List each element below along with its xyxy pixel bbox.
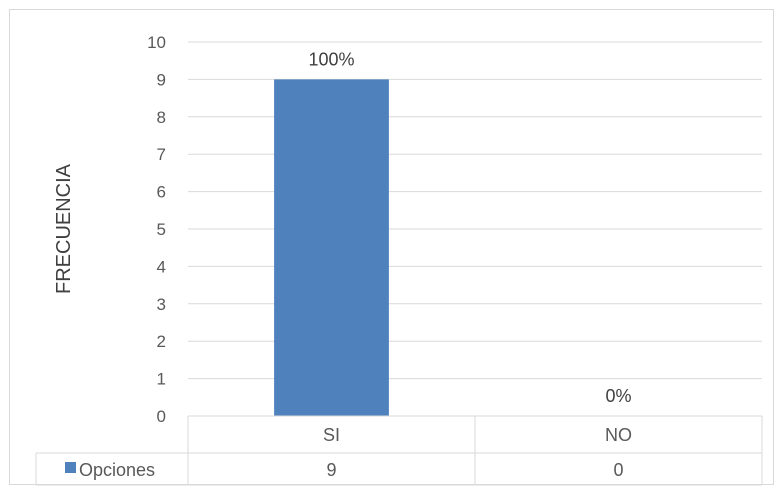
y-tick-label: 9 (157, 70, 166, 89)
legend-label: Opciones (79, 460, 155, 480)
y-tick-label: 2 (157, 332, 166, 351)
data-labels: 100% 0% (308, 49, 631, 406)
x-category-label: SI (323, 425, 340, 445)
data-label: 100% (308, 49, 354, 69)
y-tick-label: 1 (157, 370, 166, 389)
data-table: SI 9 NO 0 Opciones (35, 415, 763, 486)
bars (274, 79, 389, 417)
legend-swatch (65, 462, 76, 473)
data-label: 0% (605, 386, 631, 406)
table-value: 9 (326, 460, 336, 480)
y-axis-title: FRECUENCIA (53, 163, 75, 294)
y-axis-ticks: 0 1 2 3 4 5 6 7 8 9 10 (147, 33, 166, 426)
y-tick-label: 5 (157, 220, 166, 239)
x-category-label: NO (605, 425, 632, 445)
table-value: 0 (613, 460, 623, 480)
bar-si (274, 79, 389, 417)
y-tick-label: 3 (157, 295, 166, 314)
y-tick-label: 7 (157, 145, 166, 164)
chart-frame (9, 9, 774, 485)
y-tick-label: 6 (157, 183, 166, 202)
y-tick-label: 8 (157, 108, 166, 127)
y-tick-label: 4 (157, 257, 166, 276)
y-tick-label: 0 (157, 407, 166, 426)
y-tick-label: 10 (147, 33, 166, 52)
